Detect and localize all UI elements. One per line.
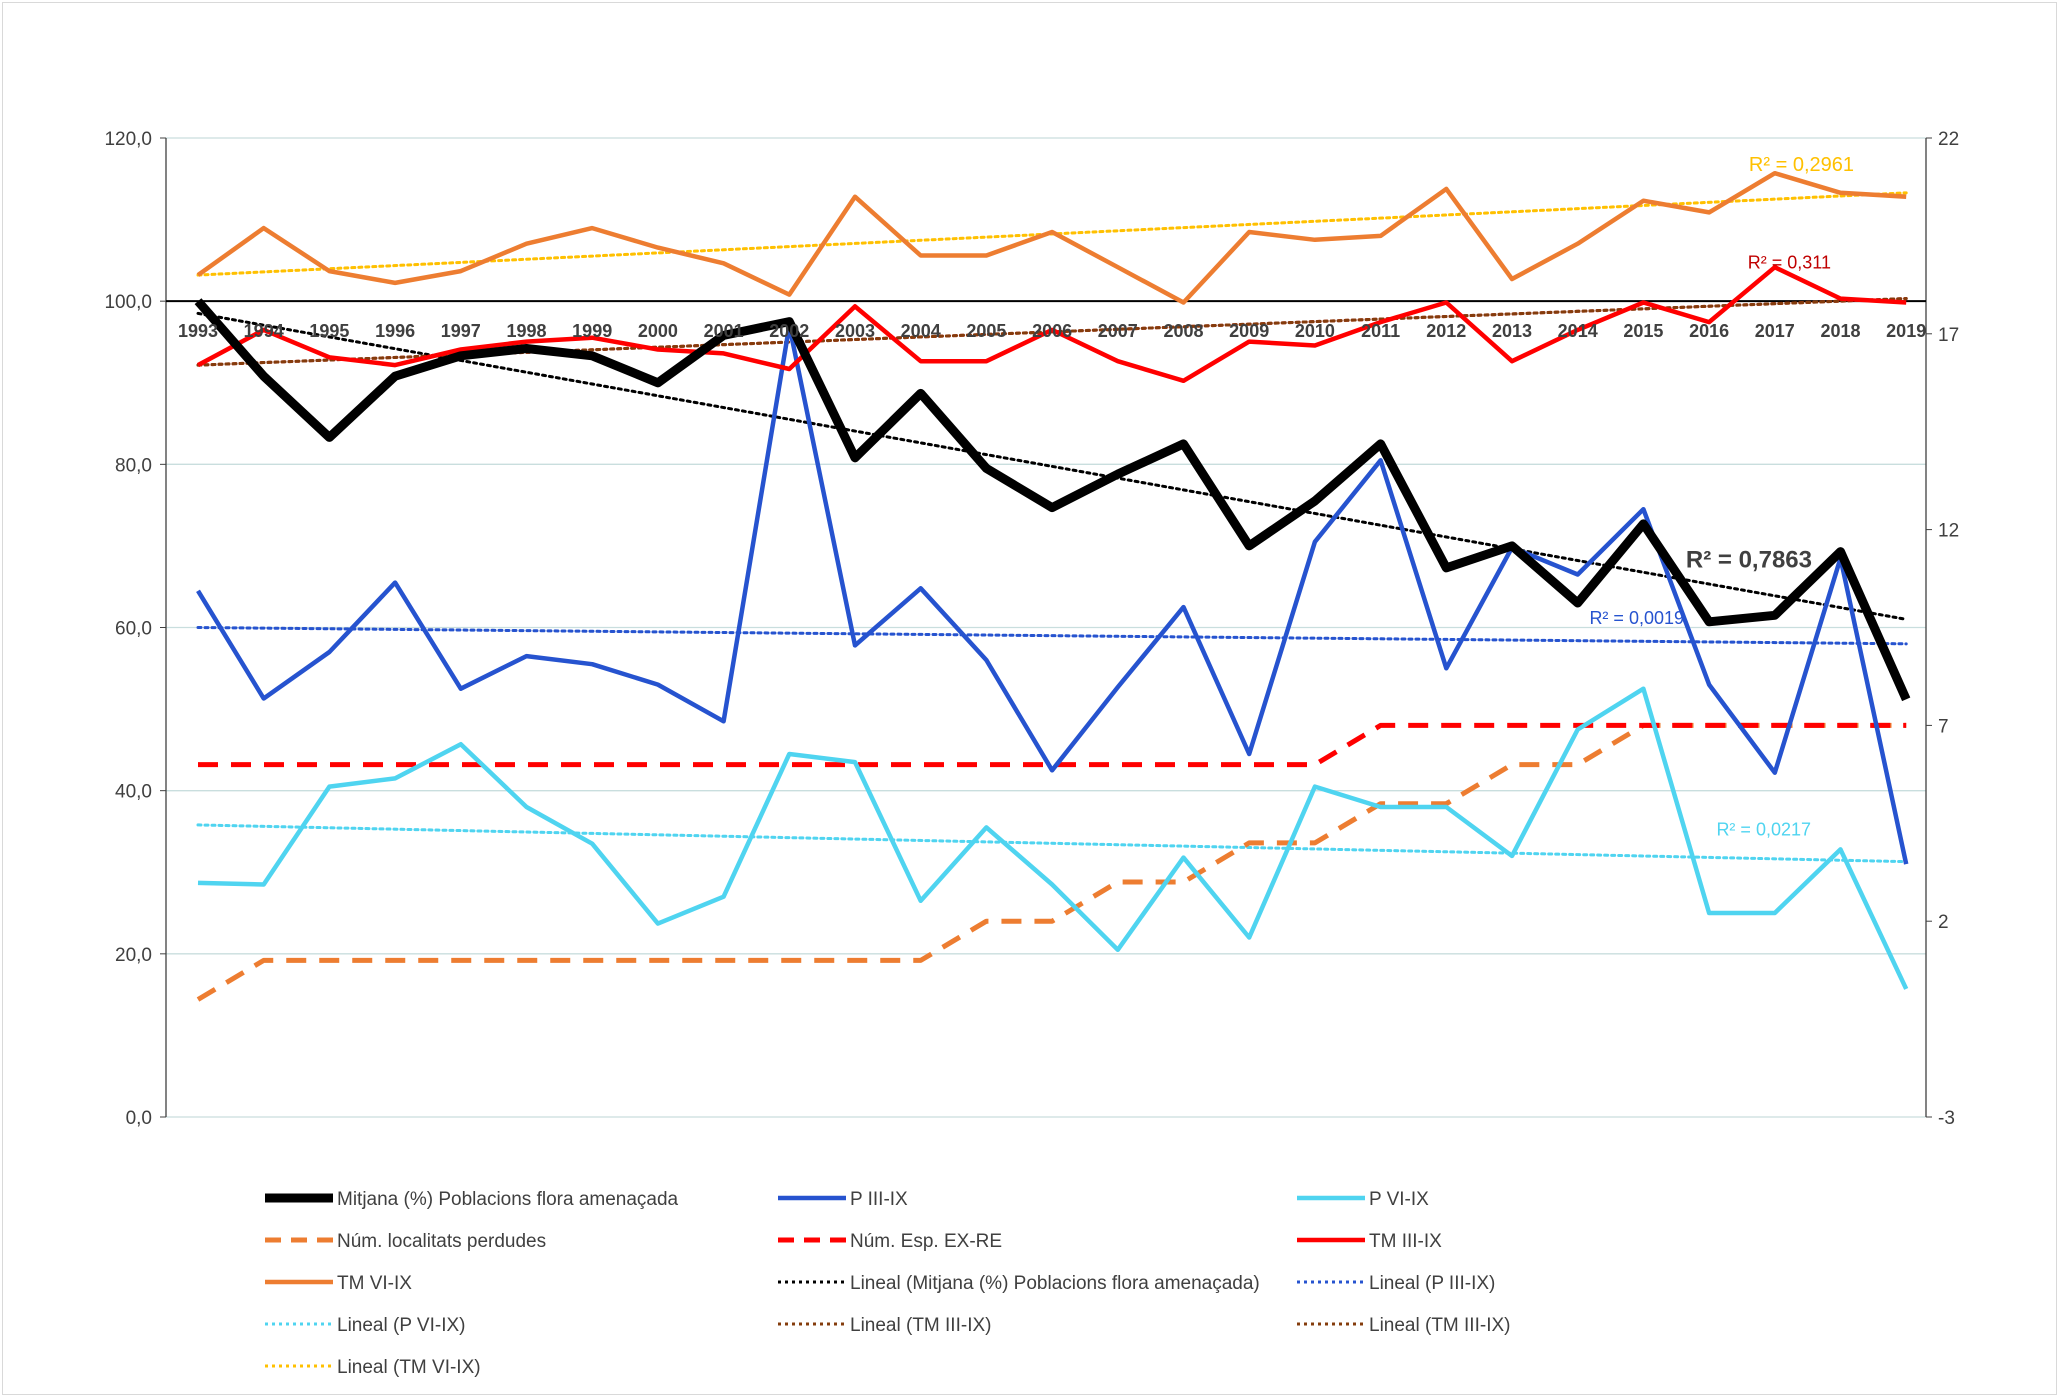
x-tick-label: 2002	[769, 321, 809, 341]
series-line-3	[196, 722, 1907, 1002]
y-right-tick-label: 12	[1938, 521, 1959, 542]
x-tick-label: 2012	[1426, 321, 1466, 341]
y-left-tick-label: 0,0	[126, 1108, 152, 1129]
r2-label: R² = 0,0019	[1589, 608, 1684, 628]
x-tick-label: 2007	[1098, 321, 1138, 341]
data-series	[194, 170, 1911, 1002]
legend-item: Mitjana (%) Poblacions flora amenaçada	[265, 1189, 679, 1210]
legend-label: Lineal (P III-IX)	[1369, 1273, 1495, 1294]
x-tick-label: 2014	[1558, 321, 1598, 341]
y-left-tick-label: 120,0	[104, 129, 152, 150]
x-tick-label: 2016	[1689, 321, 1729, 341]
series-line-4	[198, 722, 1907, 768]
x-tick-label: 1996	[375, 321, 415, 341]
legend-item: Lineal (TM III-IX)	[1297, 1315, 1510, 1336]
y-right-tick-label: -3	[1938, 1108, 1955, 1129]
legend: Mitjana (%) Poblacions flora amenaçada P …	[265, 1189, 1510, 1378]
x-tick-label: 1993	[178, 321, 218, 341]
series-line-0	[194, 298, 1911, 702]
trendline-0	[196, 311, 1908, 621]
series-line-2	[197, 686, 1909, 990]
x-tick-label: 2005	[966, 321, 1006, 341]
legend-label: TM VI-IX	[337, 1273, 412, 1294]
x-tick-label: 1997	[441, 321, 481, 341]
legend-item: P VI-IX	[1297, 1189, 1429, 1210]
y-right-tick-label: 2	[1938, 912, 1949, 933]
y-right-tick-label: 22	[1938, 129, 1959, 150]
legend-label: Núm. localitats perdudes	[337, 1231, 546, 1252]
legend-label: Mitjana (%) Poblacions flora amenaçada	[337, 1189, 679, 1210]
x-tick-label: 1995	[309, 321, 349, 341]
x-tick-label: 1994	[244, 321, 284, 341]
y-right-tick-label: 17	[1938, 325, 1959, 346]
x-tick-label: 2009	[1229, 321, 1269, 341]
x-tick-label: 2000	[638, 321, 678, 341]
x-tick-label: 1998	[506, 321, 546, 341]
legend-label: P VI-IX	[1369, 1189, 1429, 1210]
x-tick-label: 2006	[1032, 321, 1072, 341]
legend-item: P III-IX	[778, 1189, 908, 1210]
legend-label: TM III-IX	[1369, 1231, 1442, 1252]
legend-label: Lineal (TM VI-IX)	[337, 1357, 481, 1378]
legend-label: Lineal (TM III-IX)	[850, 1315, 991, 1336]
x-tick-label: 2003	[835, 321, 875, 341]
legend-item: TM VI-IX	[265, 1273, 412, 1294]
r2-label: R² = 0,7863	[1686, 546, 1812, 573]
x-tick-label: 2019	[1886, 321, 1926, 341]
r2-label: R² = 0,311	[1748, 253, 1831, 273]
r2-label: R² = 0,2961	[1749, 154, 1854, 176]
x-tick-label: 2018	[1820, 321, 1860, 341]
y-left-tick-label: 40,0	[115, 782, 152, 803]
legend-item: Lineal (P III-IX)	[1297, 1273, 1495, 1294]
x-tick-label: 1999	[572, 321, 612, 341]
x-tick-label: 2008	[1163, 321, 1203, 341]
x-tick-label: 2004	[901, 321, 941, 341]
y-left-tick-label: 20,0	[115, 945, 152, 966]
x-tick-label: 2013	[1492, 321, 1532, 341]
legend-item: Núm. Esp. EX-RE	[778, 1231, 1002, 1252]
legend-item: Lineal (TM III-IX)	[778, 1315, 991, 1336]
x-tick-label: 2017	[1755, 321, 1795, 341]
x-tick-label: 2011	[1361, 321, 1400, 341]
x-tick-label: 2001	[704, 321, 744, 341]
series-line-5	[196, 264, 1907, 384]
axes: 0,0 20,0 40,0 60,0 80,0 100,0 120,0 -3 2 7 12 17 22	[104, 129, 1959, 1129]
legend-label: Lineal (Mitjana (%) Poblacions flora ame…	[850, 1273, 1260, 1294]
legend-label: Núm. Esp. EX-RE	[850, 1231, 1002, 1252]
series-line-1	[196, 323, 1909, 865]
x-tick-labels: 1993 1994 1995 1996 1997 1998 1999 2000 2001 2002…	[178, 321, 1926, 341]
legend-item: Núm. localitats perdudes	[265, 1231, 546, 1252]
legend-item: Lineal (Mitjana (%) Poblacions flora ame…	[778, 1273, 1260, 1294]
series-line-6	[196, 170, 1907, 305]
y-right-tick-label: 7	[1938, 716, 1949, 737]
y-left-tick-label: 80,0	[115, 455, 152, 476]
y-left-tick-label: 60,0	[115, 619, 152, 640]
legend-item: Lineal (P VI-IX)	[265, 1315, 465, 1336]
r2-label: R² = 0,0217	[1716, 820, 1811, 840]
y-left-tick-label: 100,0	[104, 292, 152, 313]
legend-label: Lineal (TM III-IX)	[1369, 1315, 1510, 1336]
trendline-2	[196, 823, 1908, 864]
x-tick-label: 2010	[1295, 321, 1335, 341]
legend-item: Lineal (TM VI-IX)	[265, 1357, 481, 1378]
legend-item: TM III-IX	[1297, 1231, 1442, 1252]
x-tick-label: 2015	[1623, 321, 1663, 341]
legend-label: P III-IX	[850, 1189, 908, 1210]
r2-labels: R² = 0,7863 R² = 0,0019 R² = 0,0217 R² = 0,…	[1589, 154, 1854, 840]
trendline-1	[196, 626, 1908, 646]
legend-label: Lineal (P VI-IX)	[337, 1315, 465, 1336]
